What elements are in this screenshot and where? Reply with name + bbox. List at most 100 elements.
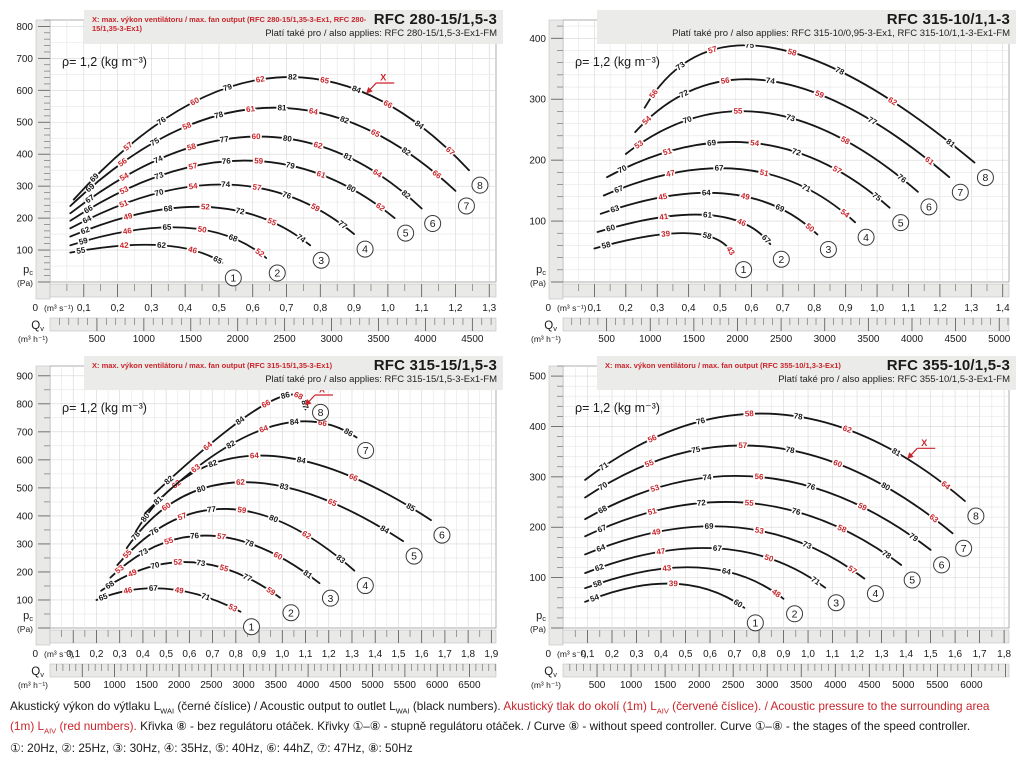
svg-text:49: 49	[651, 527, 662, 538]
svg-text:0,2: 0,2	[90, 649, 104, 660]
chart-header: X: max. výkon ventilátoru / max. fan out…	[84, 10, 503, 44]
svg-text:1,7: 1,7	[973, 649, 987, 660]
svg-text:0,8: 0,8	[229, 649, 243, 660]
fan-curve-svg: 100 200 300 400 500 pc(Pa) 0 (m³ s⁻¹)0,1 0,2 0,3 0…	[529, 365, 1011, 691]
svg-text:62: 62	[157, 241, 167, 251]
svg-text:3: 3	[318, 255, 324, 267]
svg-text:300: 300	[529, 472, 546, 483]
svg-text:200: 200	[529, 523, 546, 534]
svg-text:55: 55	[744, 498, 754, 508]
svg-text:1,2: 1,2	[449, 303, 463, 314]
svg-text:7: 7	[961, 543, 967, 555]
svg-text:52: 52	[201, 202, 211, 211]
svg-text:2000: 2000	[227, 334, 250, 345]
svg-text:700: 700	[16, 54, 33, 65]
svg-text:62: 62	[255, 74, 266, 84]
svg-text:4500: 4500	[329, 680, 352, 691]
svg-text:68: 68	[163, 204, 173, 214]
svg-text:6: 6	[939, 560, 945, 572]
svg-text:500: 500	[89, 334, 106, 345]
svg-text:0,5: 0,5	[212, 303, 226, 314]
svg-text:76: 76	[222, 156, 232, 166]
svg-text:0: 0	[32, 649, 38, 660]
svg-text:6500: 6500	[458, 680, 481, 691]
svg-text:500: 500	[16, 118, 33, 129]
svg-text:1500: 1500	[136, 680, 159, 691]
svg-text:3000: 3000	[320, 334, 343, 345]
svg-text:82: 82	[288, 72, 298, 81]
svg-text:500: 500	[598, 334, 615, 345]
svg-text:69: 69	[705, 522, 715, 531]
svg-text:(m³ h⁻¹): (m³ h⁻¹)	[18, 334, 48, 344]
air-density-label: ρ= 1,2 (kg m⁻³)	[575, 55, 660, 69]
svg-text:1,0: 1,0	[381, 303, 395, 314]
air-density-label: ρ= 1,2 (kg m⁻³)	[575, 401, 660, 415]
svg-text:56: 56	[754, 472, 764, 482]
fan-curve-plot-rfc-280-15: 100 200 300 400 500 600 700 800 pc (Pa) 0 (m³ s⁻¹) 0…	[4, 6, 509, 350]
svg-text:1000: 1000	[639, 334, 662, 345]
svg-text:72: 72	[696, 498, 706, 508]
svg-text:0,2: 0,2	[111, 303, 125, 314]
svg-text:2: 2	[274, 268, 280, 280]
fan-curve-plot-rfc-315-10: 100 200 300 400 pc (Pa) 0 (m³ s⁻¹) 0,1 0,2 0,3 0,4 0…	[517, 6, 1022, 350]
chart-title: RFC 315-15/1,5-3	[373, 357, 497, 374]
svg-text:1,1: 1,1	[902, 303, 916, 314]
svg-text:5000: 5000	[988, 334, 1011, 345]
chart-title: RFC 280-15/1,5-3	[373, 11, 497, 28]
svg-text:57: 57	[738, 441, 747, 450]
svg-text:1,6: 1,6	[415, 649, 429, 660]
svg-text:0,9: 0,9	[777, 649, 791, 660]
svg-text:54: 54	[750, 138, 760, 148]
svg-text:0,4: 0,4	[136, 649, 150, 660]
svg-text:55: 55	[733, 107, 743, 116]
svg-text:1: 1	[741, 264, 747, 276]
svg-text:200: 200	[529, 156, 546, 167]
svg-text:100: 100	[16, 246, 33, 257]
svg-text:3: 3	[328, 593, 334, 605]
also-applies-note: Platí také pro / also applies: RFC 315-1…	[265, 374, 497, 385]
svg-text:1000: 1000	[103, 680, 126, 691]
svg-text:3000: 3000	[814, 334, 837, 345]
svg-text:0,9: 0,9	[347, 303, 361, 314]
svg-text:(Pa): (Pa)	[530, 278, 546, 288]
svg-text:(Pa): (Pa)	[530, 624, 546, 634]
svg-text:0,8: 0,8	[313, 303, 327, 314]
svg-text:77: 77	[207, 504, 217, 514]
svg-text:67: 67	[713, 544, 723, 554]
svg-text:41: 41	[659, 212, 670, 222]
svg-text:3500: 3500	[857, 334, 880, 345]
svg-text:1,0: 1,0	[870, 303, 884, 314]
svg-text:43: 43	[662, 563, 672, 573]
svg-text:600: 600	[16, 455, 33, 466]
svg-text:1,4: 1,4	[899, 649, 913, 660]
svg-text:4000: 4000	[414, 334, 437, 345]
svg-text:1,9: 1,9	[484, 649, 498, 660]
svg-text:0: 0	[32, 303, 38, 314]
svg-text:200: 200	[16, 567, 33, 578]
svg-text:1,3: 1,3	[875, 649, 889, 660]
svg-text:100: 100	[16, 595, 33, 606]
svg-text:5: 5	[411, 551, 417, 563]
svg-text:3000: 3000	[756, 680, 779, 691]
fan-curve-svg: 100 200 300 400 pc(Pa) 0 (m³ s⁻¹) 0,1 0,2 0,3 0,4 0…	[529, 19, 1011, 345]
svg-text:1,8: 1,8	[461, 649, 475, 660]
svg-text:42: 42	[119, 241, 129, 251]
svg-text:0,3: 0,3	[144, 303, 158, 314]
svg-text:4: 4	[872, 588, 878, 600]
svg-text:Qv: Qv	[544, 320, 557, 333]
also-applies-note: Platí také pro / also applies: RFC 315-1…	[672, 28, 1010, 39]
legend-text: Akustický výkon do výtlaku LWAI (černé č…	[10, 699, 990, 736]
svg-text:pc: pc	[23, 610, 33, 623]
svg-text:3: 3	[825, 244, 831, 256]
fan-curve-svg: 100 200 300 400 500 600 700 800 900 pc(Pa) 0 (m³ s⁻…	[16, 365, 499, 691]
svg-text:45: 45	[658, 192, 669, 203]
svg-text:5: 5	[403, 228, 409, 240]
svg-text:53: 53	[754, 525, 765, 536]
svg-text:0,7: 0,7	[776, 303, 790, 314]
svg-text:46: 46	[123, 585, 134, 596]
chart-panel-rfc-280-15: 100 200 300 400 500 600 700 800 pc (Pa) 0 (m³ s⁻¹) 0…	[4, 6, 509, 350]
svg-text:(Pa): (Pa)	[17, 624, 33, 634]
max-fan-output-note: X: max. výkon ventilátoru / max. fan out…	[92, 361, 333, 370]
svg-text:300: 300	[16, 539, 33, 550]
